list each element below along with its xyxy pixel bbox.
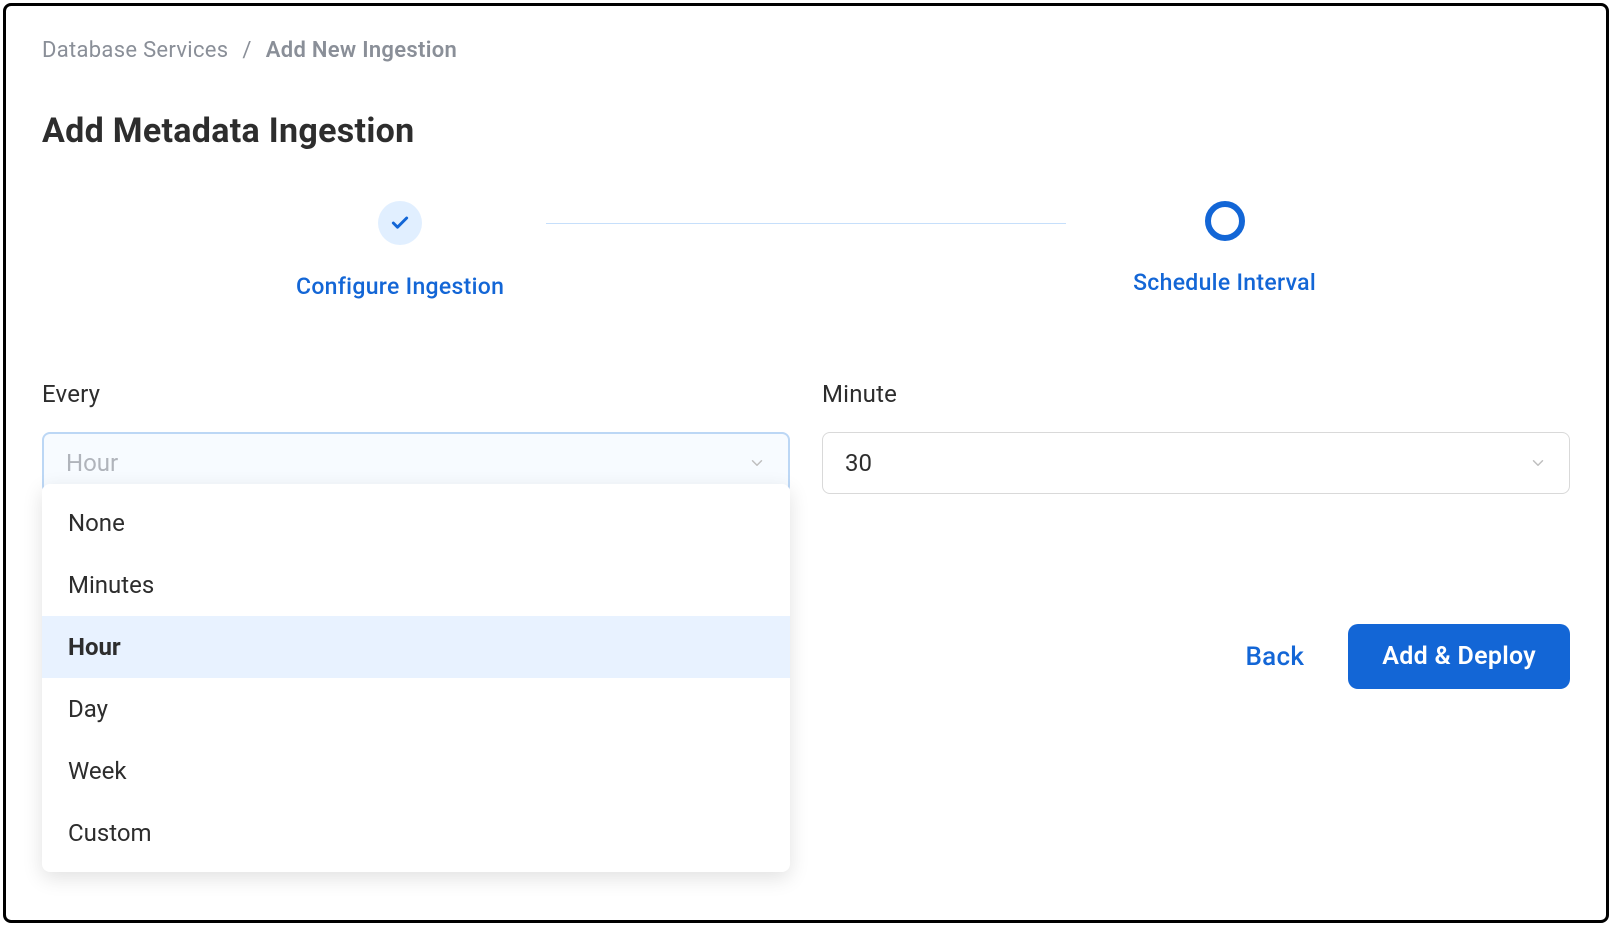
chevron-down-icon bbox=[1529, 454, 1547, 472]
add-deploy-button[interactable]: Add & Deploy bbox=[1348, 624, 1570, 689]
step-marker-completed bbox=[378, 201, 422, 245]
breadcrumb-parent[interactable]: Database Services bbox=[42, 38, 228, 63]
step-label: Schedule Interval bbox=[1133, 269, 1316, 296]
step-schedule-interval[interactable]: Schedule Interval bbox=[1133, 201, 1316, 296]
option-minutes[interactable]: Minutes bbox=[42, 554, 790, 616]
breadcrumb-current: Add New Ingestion bbox=[266, 38, 457, 63]
minute-select-value: 30 bbox=[845, 449, 872, 477]
step-marker-current bbox=[1205, 201, 1245, 241]
option-custom[interactable]: Custom bbox=[42, 802, 790, 864]
form-actions: Back Add & Deploy bbox=[822, 624, 1570, 689]
stepper-line bbox=[546, 223, 1066, 224]
minute-label: Minute bbox=[822, 380, 1570, 408]
stepper: Configure Ingestion Schedule Interval bbox=[206, 201, 1406, 300]
page-frame: Database Services / Add New Ingestion Ad… bbox=[3, 3, 1609, 923]
every-select-value: Hour bbox=[66, 449, 118, 477]
breadcrumb-separator: / bbox=[242, 38, 251, 63]
every-label: Every bbox=[42, 380, 790, 408]
option-week[interactable]: Week bbox=[42, 740, 790, 802]
back-button[interactable]: Back bbox=[1245, 642, 1304, 672]
breadcrumb: Database Services / Add New Ingestion bbox=[42, 38, 1570, 63]
minute-select[interactable]: 30 bbox=[822, 432, 1570, 494]
form-group-minute: Minute 30 Back Add & Deploy bbox=[822, 380, 1570, 689]
option-none[interactable]: None bbox=[42, 492, 790, 554]
every-dropdown: None Minutes Hour Day Week Custom bbox=[42, 484, 790, 872]
form-row: Every Hour None Minutes Hour Day Week Cu… bbox=[42, 380, 1570, 689]
form-group-every: Every Hour None Minutes Hour Day Week Cu… bbox=[42, 380, 790, 689]
step-label: Configure Ingestion bbox=[296, 273, 504, 300]
option-hour[interactable]: Hour bbox=[42, 616, 790, 678]
check-icon bbox=[390, 213, 410, 233]
page-title: Add Metadata Ingestion bbox=[42, 111, 1570, 151]
option-day[interactable]: Day bbox=[42, 678, 790, 740]
chevron-down-icon bbox=[748, 454, 766, 472]
step-configure-ingestion[interactable]: Configure Ingestion bbox=[296, 201, 504, 300]
